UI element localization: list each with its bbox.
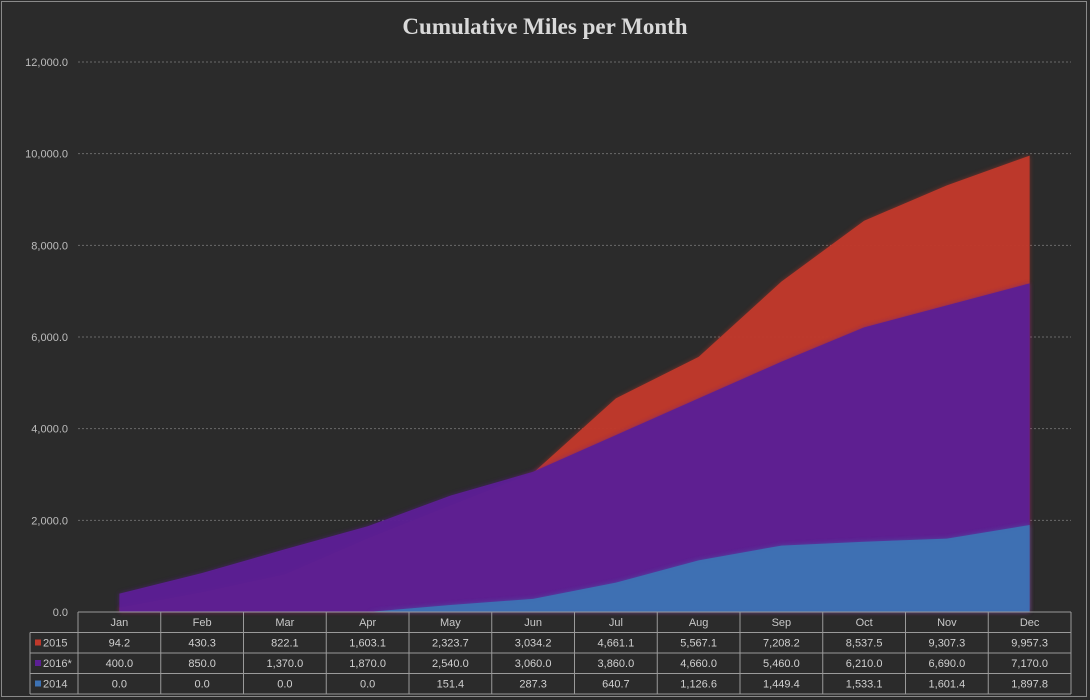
data-label: 6,690.0 — [929, 658, 966, 670]
data-label: 2,540.0 — [432, 658, 469, 670]
data-label: 400.0 — [106, 658, 134, 670]
data-label: 5,460.0 — [763, 658, 800, 670]
data-label: 2,323.7 — [432, 638, 469, 650]
data-label: 1,870.0 — [349, 658, 386, 670]
x-tick-label: Jun — [524, 617, 542, 629]
x-tick-label: Dec — [1020, 617, 1040, 629]
y-tick-label: 2,000.0 — [31, 515, 68, 527]
series-area-2014 — [119, 525, 1030, 612]
data-label: 430.3 — [188, 638, 216, 650]
data-label: 94.2 — [109, 638, 130, 650]
x-tick-label: Aug — [689, 617, 709, 629]
data-label: 4,660.0 — [680, 658, 717, 670]
data-label: 822.1 — [271, 638, 299, 650]
data-label: 1,533.1 — [846, 679, 883, 691]
data-label: 1,601.4 — [929, 679, 966, 691]
data-label: 0.0 — [360, 679, 375, 691]
y-tick-label: 6,000.0 — [31, 332, 68, 344]
data-label: 287.3 — [519, 679, 547, 691]
data-label: 9,307.3 — [929, 638, 966, 650]
data-label: 850.0 — [188, 658, 216, 670]
legend-label: 2016* — [43, 658, 72, 670]
data-label: 3,034.2 — [515, 638, 552, 650]
data-label: 640.7 — [602, 679, 630, 691]
data-label: 1,126.6 — [680, 679, 717, 691]
data-label: 1,897.8 — [1011, 679, 1048, 691]
y-tick-label: 0.0 — [53, 607, 68, 619]
legend-label: 2014 — [43, 679, 67, 691]
x-tick-label: Mar — [275, 617, 294, 629]
x-tick-label: Feb — [193, 617, 212, 629]
y-tick-label: 10,000.0 — [25, 149, 68, 161]
data-label: 0.0 — [277, 679, 292, 691]
y-tick-label: 8,000.0 — [31, 240, 68, 252]
data-label: 3,860.0 — [598, 658, 635, 670]
data-label: 7,170.0 — [1011, 658, 1048, 670]
legend-label: 2015 — [43, 638, 67, 650]
x-tick-label: May — [440, 617, 461, 629]
data-label: 151.4 — [437, 679, 465, 691]
y-tick-label: 12,000.0 — [25, 57, 68, 69]
data-label: 1,603.1 — [349, 638, 386, 650]
x-tick-label: Jul — [609, 617, 623, 629]
x-tick-label: Jan — [111, 617, 129, 629]
legend-swatch — [35, 639, 41, 646]
chart-title: Cumulative Miles per Month — [402, 14, 688, 39]
data-label: 1,449.4 — [763, 679, 800, 691]
x-tick-label: Sep — [772, 617, 792, 629]
x-tick-label: Nov — [937, 617, 957, 629]
series-area-2016-star — [119, 283, 1030, 612]
x-tick-label: Apr — [359, 617, 376, 629]
data-label: 1,370.0 — [267, 658, 304, 670]
y-tick-label: 4,000.0 — [31, 424, 68, 436]
data-label: 0.0 — [112, 679, 127, 691]
data-label: 7,208.2 — [763, 638, 800, 650]
data-label: 9,957.3 — [1011, 638, 1048, 650]
data-label: 4,661.1 — [598, 638, 635, 650]
legend-swatch — [35, 660, 41, 666]
data-label: 0.0 — [194, 679, 209, 691]
data-label: 6,210.0 — [846, 658, 883, 670]
data-label: 5,567.1 — [680, 638, 717, 650]
x-tick-label: Oct — [856, 617, 873, 629]
data-label: 8,537.5 — [846, 638, 883, 650]
data-label: 3,060.0 — [515, 658, 552, 670]
legend-swatch — [35, 680, 41, 687]
